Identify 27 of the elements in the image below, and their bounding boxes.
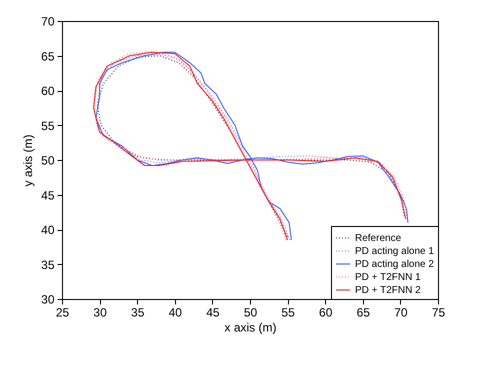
x-tick-label: 25 xyxy=(56,306,70,320)
legend-label: PD acting alone 2 xyxy=(355,259,434,270)
x-tick-label: 40 xyxy=(168,306,182,320)
x-tick-label: 65 xyxy=(356,306,370,320)
y-tick-label: 40 xyxy=(41,223,55,237)
y-tick-label: 55 xyxy=(41,118,55,133)
y-tick-label: 30 xyxy=(41,292,55,306)
x-axis-title: x axis (m) xyxy=(224,320,276,334)
x-tick-label: 75 xyxy=(432,306,446,320)
x-tick-label: 35 xyxy=(131,306,145,320)
legend-label: PD + T2FNN 2 xyxy=(355,285,422,296)
legend-label: PD acting alone 1 xyxy=(355,246,434,257)
x-tick-label: 60 xyxy=(319,306,333,320)
y-axis-title: y axis (m) xyxy=(21,134,36,186)
y-tick-label: 70 xyxy=(41,14,55,28)
legend-label: Reference xyxy=(355,233,402,244)
y-tick-label: 45 xyxy=(41,188,55,202)
y-tick-label: 65 xyxy=(41,49,55,64)
x-tick-label: 70 xyxy=(394,306,408,320)
x-tick-label: 30 xyxy=(93,306,108,320)
legend-label: PD + T2FNN 1 xyxy=(355,272,422,283)
y-tick-label: 35 xyxy=(41,258,55,272)
x-tick-label: 45 xyxy=(206,306,220,320)
x-tick-label: 50 xyxy=(244,306,258,320)
x-tick-label: 55 xyxy=(281,306,296,320)
y-tick-label: 50 xyxy=(41,154,55,168)
y-tick-label: 60 xyxy=(41,84,55,98)
